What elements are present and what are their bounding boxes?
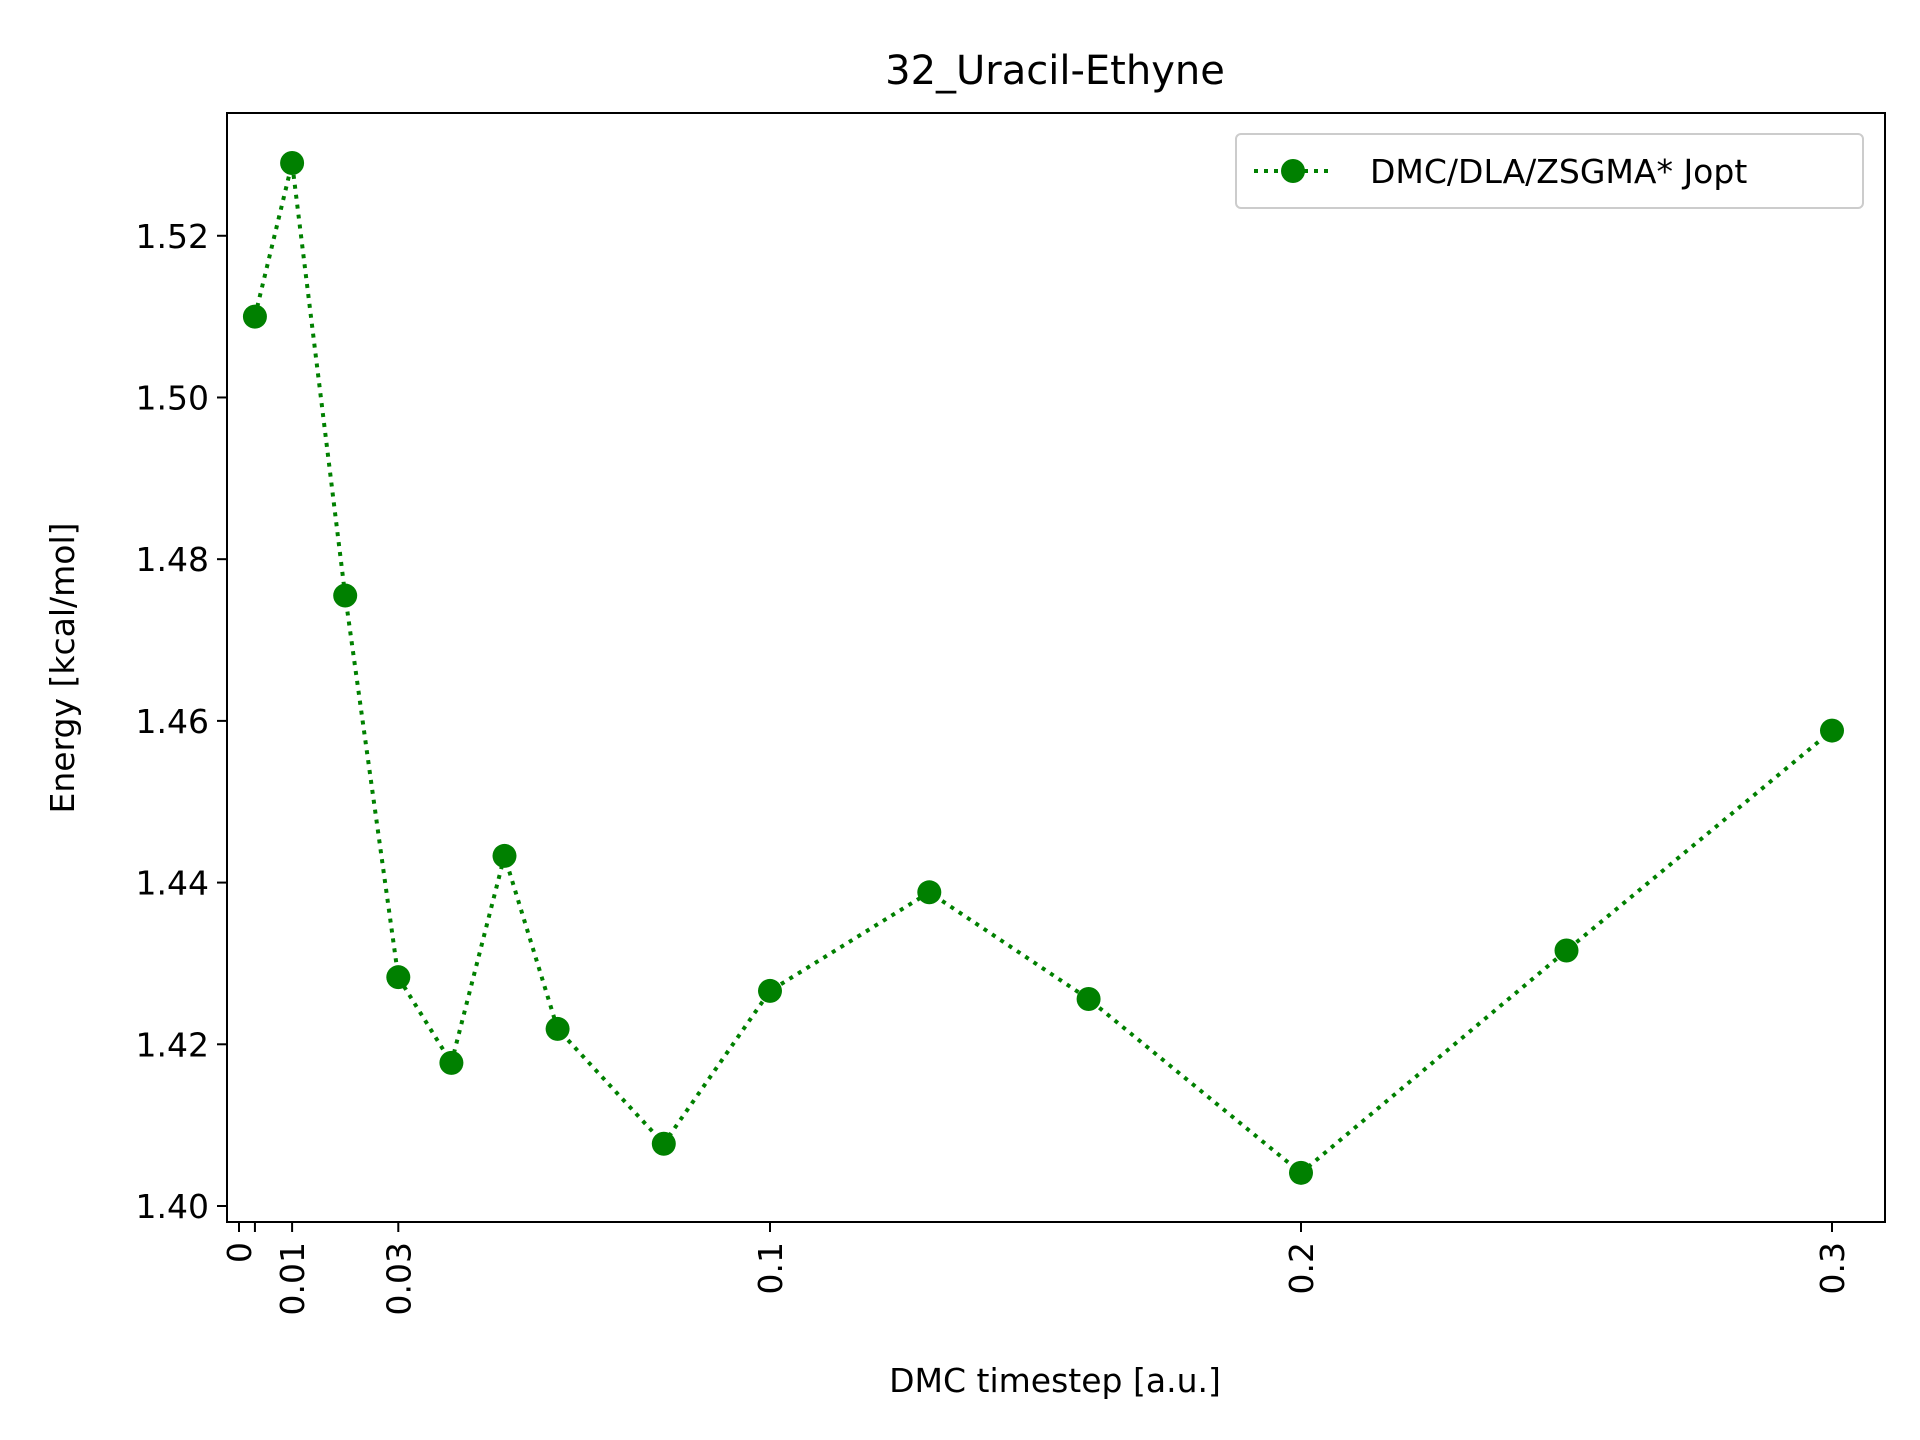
data-point: [917, 880, 942, 905]
y-axis: 1.40 1.42 1.44 1.46 1.48 1.50 1.52: [136, 217, 227, 1226]
series-line: [252, 162, 1834, 1176]
legend-marker: [1281, 159, 1305, 183]
data-point: [758, 978, 782, 1003]
data-point: [280, 151, 305, 175]
y-tick-label: 1.44: [136, 864, 209, 903]
x-tick-label: 0.01: [273, 1242, 312, 1315]
data-point: [492, 843, 517, 868]
data-point: [545, 1016, 570, 1041]
y-tick-label: 1.50: [136, 378, 209, 417]
data-point: [242, 304, 267, 329]
y-tick-label: 1.46: [136, 702, 209, 741]
data-point: [333, 583, 358, 608]
data-point: [1554, 938, 1579, 963]
chart-title: 32_Uracil-Ethyne: [885, 48, 1225, 94]
y-tick-label: 1.42: [136, 1025, 209, 1064]
data-point: [386, 965, 411, 990]
data-point: [1289, 1160, 1313, 1185]
y-tick-label: 1.40: [136, 1187, 209, 1226]
y-tick-label: 1.52: [136, 217, 209, 256]
legend-box: [1235, 133, 1864, 209]
x-axis: 0 0.01 0.03 0.1 0.2 0.3: [220, 1222, 1852, 1315]
plot-area: [242, 151, 1844, 1185]
data-point: [439, 1050, 464, 1075]
plot-frame: [226, 112, 1886, 1223]
data-point: [651, 1131, 676, 1156]
data-point: [1076, 987, 1101, 1012]
x-tick-label: 0: [220, 1242, 259, 1263]
x-tick-label: 0.3: [1813, 1242, 1852, 1294]
x-tick-label: 0.2: [1282, 1242, 1321, 1294]
x-tick-label: 0.03: [379, 1242, 418, 1315]
data-point: [1820, 718, 1844, 743]
x-tick-label: 0.1: [751, 1242, 790, 1294]
y-tick-label: 1.48: [136, 540, 209, 579]
x-axis-label: DMC timestep [a.u.]: [889, 1361, 1221, 1400]
legend: DMC/DLA/ZSGMA* Jopt: [1235, 133, 1864, 209]
legend-label: DMC/DLA/ZSGMA* Jopt: [1370, 152, 1747, 191]
y-axis-label: Energy [kcal/mol]: [43, 522, 82, 813]
